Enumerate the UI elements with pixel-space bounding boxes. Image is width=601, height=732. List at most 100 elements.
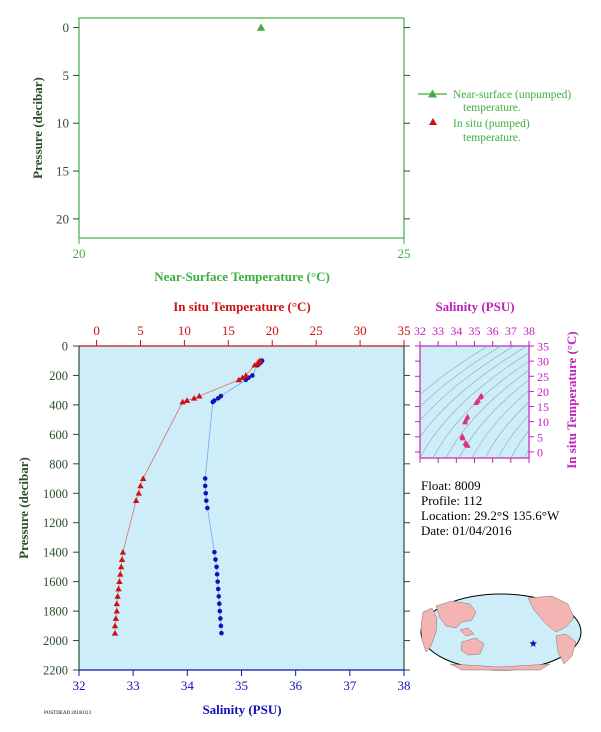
ts-temperature-tick-label: 10 <box>537 415 549 429</box>
location: Location: 29.2°S 135.6°W <box>421 508 560 523</box>
salinity-point <box>215 395 221 401</box>
temperature-point <box>139 475 147 481</box>
salinity-point <box>219 630 224 636</box>
temperature-point <box>111 629 119 636</box>
ts-title: Salinity (PSU) <box>435 299 514 314</box>
density-contour <box>523 448 529 458</box>
salinity-point <box>218 616 223 621</box>
salinity-point <box>203 498 209 503</box>
salinity-point <box>215 579 220 584</box>
density-contour <box>484 401 529 458</box>
land-europe-africa <box>420 607 438 653</box>
ts-temperature-tick-label: 15 <box>537 400 549 414</box>
temperature-point <box>179 398 186 405</box>
temperature-point <box>118 556 126 562</box>
ts-temperature-tick-label: 20 <box>537 385 549 399</box>
temperature-point <box>113 607 120 614</box>
float-location-star <box>529 639 537 647</box>
temperature-point <box>113 600 120 607</box>
ts-salinity-axis: 32 33 34 35 36 37 38 <box>414 324 535 463</box>
ts-point <box>462 419 468 425</box>
near-surface-x-label: Near-Surface Temperature (°C) <box>154 269 330 284</box>
salinity-tick-label: 34 <box>181 678 195 693</box>
salinity-tick-label: 37 <box>343 678 357 693</box>
salinity-tick-label: 33 <box>127 678 140 693</box>
density-contour <box>420 352 529 458</box>
y-tick-label: 10 <box>56 116 69 131</box>
salinity-point <box>203 490 209 496</box>
salinity-point <box>205 505 210 511</box>
salinity-point <box>214 571 220 577</box>
legend-in-situ-text-1: In situ (pumped) <box>453 118 530 130</box>
temperature-point <box>190 395 198 401</box>
temperature-point <box>251 361 258 368</box>
temperature-series <box>111 357 264 636</box>
salinity-point <box>202 476 208 481</box>
salinity-point <box>202 483 208 489</box>
profile-salinity-axis: 32 33 34 35 36 37 38 <box>73 670 411 693</box>
density-contour <box>445 369 529 458</box>
pressure-tick-label: 2000 <box>43 634 68 648</box>
y-tick-label: 15 <box>56 164 69 179</box>
ts-y-label: In situ Temperature (°C) <box>564 331 579 469</box>
density-contours <box>420 346 529 458</box>
land-asia <box>435 600 477 629</box>
pressure-tick-label: 0 <box>62 340 68 354</box>
salinity-tick-label: 32 <box>73 678 86 693</box>
temperature-tick-label: 25 <box>310 323 323 338</box>
ts-salinity-tick-label: 36 <box>487 324 499 338</box>
near-surface-y-axis: 0 5 10 15 20 <box>56 20 410 226</box>
profile-plot-area <box>79 346 404 670</box>
ts-salinity-tick-label: 35 <box>469 324 481 338</box>
ts-temperature-tick-label: 30 <box>537 355 549 369</box>
density-contour <box>420 346 502 408</box>
density-contour <box>471 390 529 458</box>
ts-points <box>459 392 485 448</box>
ts-point <box>477 394 483 400</box>
temperature-point <box>196 392 203 399</box>
salinity-series <box>202 358 265 636</box>
temperature-tick-label: 10 <box>178 323 191 338</box>
ts-temperature-tick-label: 0 <box>537 445 543 459</box>
temperature-point <box>117 571 124 577</box>
x-tick-label: 20 <box>73 246 86 261</box>
pressure-tick-label: 800 <box>49 457 68 471</box>
footer-stamp: POSTDEAD 20160113 <box>44 711 92 716</box>
near-surface-point <box>256 23 266 31</box>
salinity-axis-label: Salinity (PSU) <box>202 702 281 717</box>
ts-point <box>459 435 466 441</box>
salinity-point <box>212 549 217 555</box>
ts-salinity-tick-label: 34 <box>450 324 462 338</box>
near-surface-points <box>256 23 266 31</box>
legend-near-surface-text-1: Near-surface (unpumped) <box>453 89 571 101</box>
temperature-point <box>183 397 191 403</box>
density-contour <box>420 346 489 396</box>
salinity-tick-label: 35 <box>235 678 248 693</box>
map-land <box>420 595 577 671</box>
y-tick-label: 5 <box>63 68 70 83</box>
legend: Near-surface (unpumped) temperature. In … <box>418 89 571 144</box>
ts-salinity-tick-label: 38 <box>523 324 535 338</box>
temperature-point <box>111 622 119 629</box>
world-map <box>420 593 582 671</box>
temperature-point <box>132 497 140 504</box>
salinity-point <box>216 601 222 607</box>
ts-point <box>473 400 479 406</box>
density-contour <box>510 429 529 458</box>
density-contour <box>497 414 529 458</box>
ts-salinity-tick-label: 37 <box>505 324 517 338</box>
temperature-point <box>115 585 122 592</box>
temperature-point <box>114 593 121 599</box>
near-surface-plot-frame <box>78 17 405 239</box>
near-surface-x-axis: 20 25 <box>73 238 411 261</box>
pressure-tick-label: 1200 <box>43 516 68 530</box>
pressure-tick-label: 1800 <box>43 605 68 619</box>
land-north-america <box>527 595 575 633</box>
pressure-tick-label: 2200 <box>43 664 68 678</box>
pressure-tick-label: 200 <box>49 369 68 383</box>
temperature-tick-label: 35 <box>398 323 411 338</box>
y-tick-label: 0 <box>63 20 70 35</box>
